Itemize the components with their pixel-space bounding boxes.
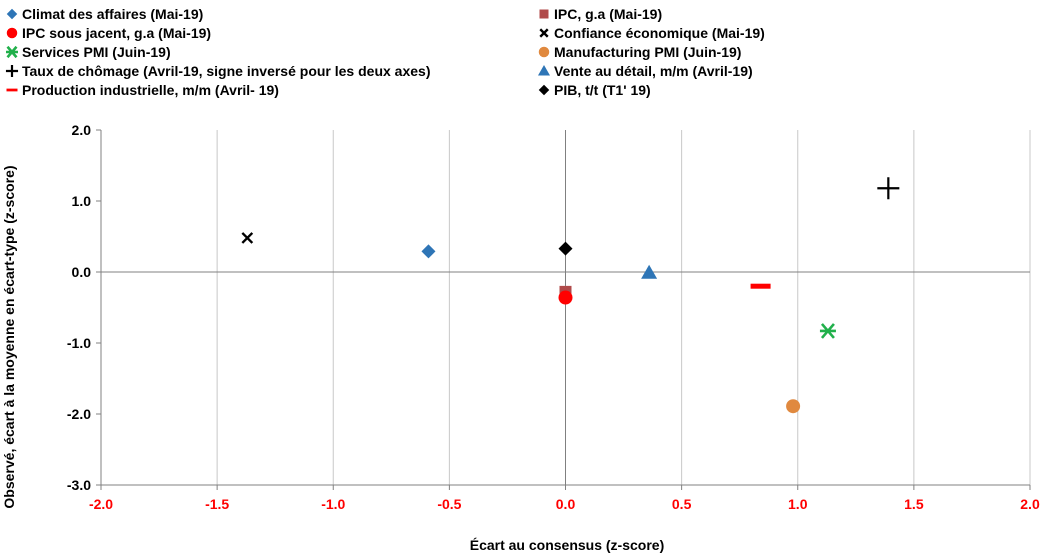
legend-label-6: Manufacturing PMI (Juin-19) — [554, 44, 741, 60]
legend-marker-9 — [6, 88, 18, 92]
legend-label-2: IPC, g.a (Mai-19) — [554, 6, 662, 22]
grid-layer — [100, 130, 1031, 485]
legend-label-1: Climat des affaires (Mai-19) — [22, 6, 203, 22]
y-axis-title: Observé, écart à la moyenne en écart-typ… — [1, 165, 17, 508]
y-tick-label: -2.0 — [67, 406, 91, 422]
y-tick-label: -1.0 — [67, 335, 91, 351]
data-point-4 — [241, 232, 254, 244]
legend-marker-2 — [539, 9, 549, 19]
x-tick-label: -0.5 — [437, 496, 461, 512]
legend-label-10: PIB, t/t (T1' 19) — [554, 82, 651, 98]
legend-label-7: Taux de chômage (Avril-19, signe inversé… — [22, 63, 430, 79]
data-point-6 — [786, 399, 801, 414]
data-point-3 — [558, 290, 573, 305]
data-point-8 — [641, 264, 658, 279]
data-point-10 — [558, 241, 573, 256]
legend-label-3: IPC sous jacent, g.a (Mai-19) — [22, 25, 211, 41]
axis-layer — [100, 130, 1030, 486]
data-point-7 — [877, 177, 900, 200]
x-axis-title: Écart au consensus (z-score) — [470, 537, 665, 553]
x-tick-label: 0.5 — [672, 496, 692, 512]
x-tick-label: 0.0 — [556, 496, 576, 512]
legend-marker-5 — [6, 45, 18, 59]
legend-marker-8 — [538, 65, 550, 76]
legend-marker-4 — [539, 28, 549, 38]
legend-label-9: Production industrielle, m/m (Avril- 19) — [22, 82, 279, 98]
legend: Climat des affaires (Mai-19) IPC, g.a (Ma… — [5, 6, 765, 98]
points-layer — [241, 177, 900, 414]
data-point-5 — [819, 323, 836, 339]
data-point-1 — [421, 244, 436, 259]
data-point-9 — [750, 283, 771, 289]
y-tick-label: -3.0 — [67, 477, 91, 493]
y-tick-label: 0.0 — [72, 264, 92, 280]
y-tick-label: 2.0 — [72, 122, 92, 138]
x-tick-label: -1.0 — [321, 496, 345, 512]
y-tick-label: 1.0 — [72, 193, 92, 209]
x-tick-label: 1.0 — [788, 496, 808, 512]
legend-marker-10 — [538, 84, 550, 96]
legend-marker-6 — [538, 46, 550, 58]
legend-label-5: Services PMI (Juin-19) — [22, 44, 171, 60]
x-tick-label: -1.5 — [205, 496, 229, 512]
legend-marker-3 — [6, 27, 18, 39]
legend-label-4: Confiance économique (Mai-19) — [554, 25, 765, 41]
x-tick-label: -2.0 — [89, 496, 113, 512]
x-tick-label: 1.5 — [904, 496, 924, 512]
legend-marker-1 — [6, 8, 18, 20]
legend-label-8: Vente au détail, m/m (Avril-19) — [554, 63, 753, 79]
legend-marker-7 — [5, 64, 19, 78]
x-tick-label: 2.0 — [1020, 496, 1040, 512]
tick-layer: 2.0 1.0 0.0 -1.0 -2.0 -3.0 -2.0 -1.5 -1.0 -0.5 0.0… — [67, 122, 1040, 512]
